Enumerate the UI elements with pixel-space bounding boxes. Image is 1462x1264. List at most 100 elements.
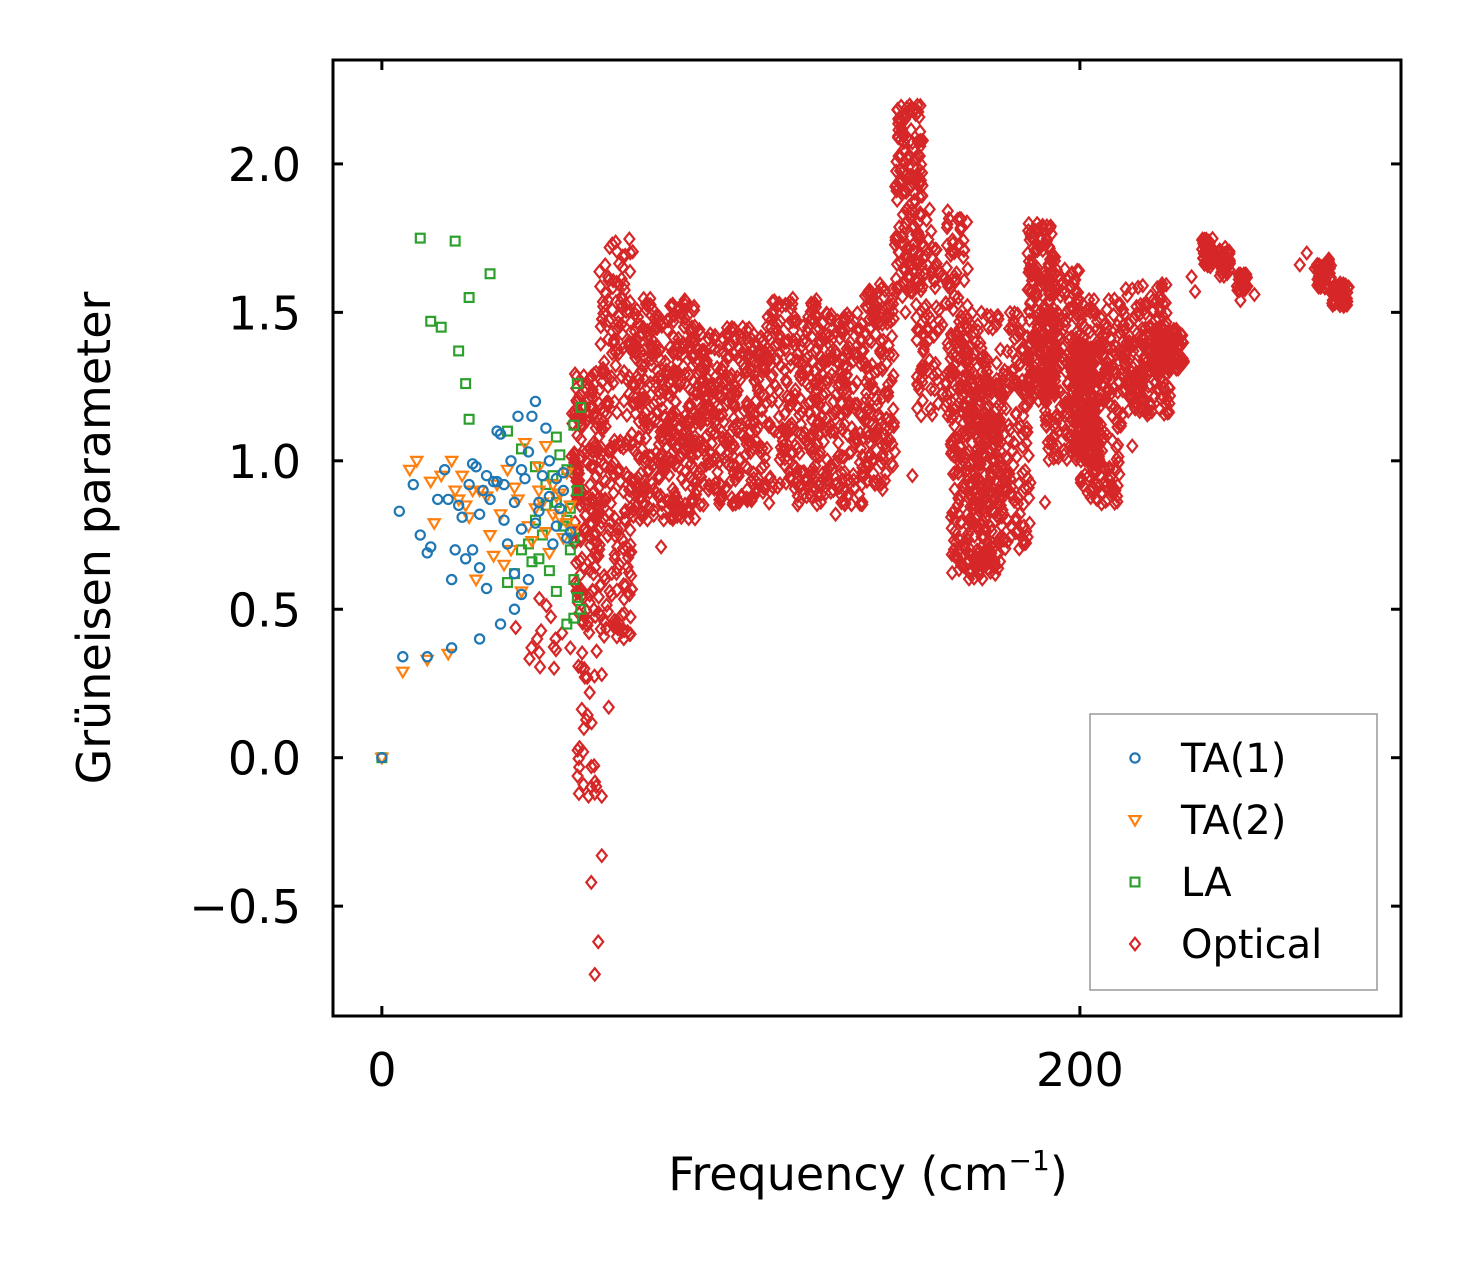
data-point xyxy=(1038,494,1052,511)
data-point xyxy=(810,381,823,398)
data-point xyxy=(860,391,873,408)
data-point xyxy=(755,459,769,476)
data-point xyxy=(651,319,664,336)
x-axis-label-close: ) xyxy=(1050,1147,1068,1201)
data-point xyxy=(1317,269,1330,286)
data-point xyxy=(981,560,995,577)
data-point xyxy=(836,421,849,438)
data-point xyxy=(486,550,502,564)
data-point xyxy=(923,310,937,326)
data-point xyxy=(1009,405,1023,422)
data-point xyxy=(971,451,985,468)
data-point xyxy=(862,332,876,349)
data-point xyxy=(655,318,669,335)
data-point xyxy=(617,392,631,409)
data-point xyxy=(543,490,556,503)
data-point xyxy=(1188,283,1202,300)
data-point xyxy=(543,565,555,577)
data-point xyxy=(543,455,556,467)
data-point xyxy=(745,331,759,348)
data-point xyxy=(962,511,976,528)
data-point xyxy=(654,487,667,504)
data-point xyxy=(610,560,624,577)
data-point xyxy=(1061,406,1074,423)
data-point xyxy=(889,163,903,180)
data-point xyxy=(635,356,648,373)
data-point xyxy=(776,420,789,437)
data-point xyxy=(682,428,696,445)
data-point xyxy=(721,328,735,345)
data-point xyxy=(863,320,876,337)
data-point xyxy=(1022,447,1035,464)
data-point xyxy=(612,461,625,478)
data-point xyxy=(629,336,643,353)
data-point xyxy=(642,499,656,516)
data-point xyxy=(595,311,609,328)
data-point xyxy=(702,477,716,494)
data-point xyxy=(984,545,998,562)
data-point xyxy=(829,386,843,403)
data-point xyxy=(1045,312,1059,329)
data-point xyxy=(694,460,708,477)
data-point xyxy=(454,470,470,484)
data-point xyxy=(673,377,687,394)
data-point xyxy=(910,400,924,417)
data-point xyxy=(886,457,900,474)
data-point xyxy=(522,446,535,458)
data-point xyxy=(526,556,538,568)
data-point xyxy=(807,423,821,440)
data-point xyxy=(720,479,733,496)
data-point xyxy=(1150,279,1164,296)
data-point xyxy=(612,255,626,272)
data-point xyxy=(930,241,943,258)
data-point xyxy=(585,549,599,566)
data-point xyxy=(425,315,437,327)
data-point xyxy=(1091,350,1105,367)
data-point xyxy=(600,406,614,422)
data-point xyxy=(571,378,583,390)
data-point xyxy=(758,449,772,466)
data-point xyxy=(848,396,862,413)
data-point xyxy=(791,440,805,457)
data-point xyxy=(1057,387,1070,404)
data-point xyxy=(954,220,967,236)
data-point xyxy=(890,256,904,273)
data-point xyxy=(724,386,738,403)
data-point xyxy=(913,277,927,294)
data-point xyxy=(1125,392,1139,409)
data-point xyxy=(633,317,647,334)
data-point xyxy=(832,374,846,391)
data-point xyxy=(655,496,669,513)
data-point xyxy=(856,459,869,476)
data-point xyxy=(852,486,866,503)
y-tick-label: 0.0 xyxy=(228,732,301,786)
data-point xyxy=(692,433,706,450)
data-point xyxy=(1159,357,1173,374)
data-point xyxy=(617,622,631,639)
data-point xyxy=(775,298,789,315)
data-point xyxy=(602,272,616,289)
data-point xyxy=(766,474,780,491)
data-point xyxy=(590,643,603,660)
data-point xyxy=(599,395,612,412)
data-point xyxy=(1089,477,1103,494)
data-point xyxy=(953,492,966,509)
data-point xyxy=(963,409,977,426)
data-point xyxy=(890,280,903,297)
data-point xyxy=(873,276,887,293)
data-point xyxy=(1341,279,1355,296)
data-point xyxy=(506,482,523,496)
data-point xyxy=(1001,365,1015,382)
data-point xyxy=(954,426,968,443)
data-point xyxy=(545,509,561,523)
data-point xyxy=(513,586,529,600)
data-point xyxy=(834,464,848,481)
data-point xyxy=(715,362,729,379)
data-point xyxy=(547,538,559,550)
data-point xyxy=(540,597,553,614)
data-point xyxy=(963,363,976,380)
data-point xyxy=(780,421,793,438)
data-point xyxy=(973,334,987,351)
data-point xyxy=(1130,325,1144,342)
data-point xyxy=(1048,387,1061,404)
